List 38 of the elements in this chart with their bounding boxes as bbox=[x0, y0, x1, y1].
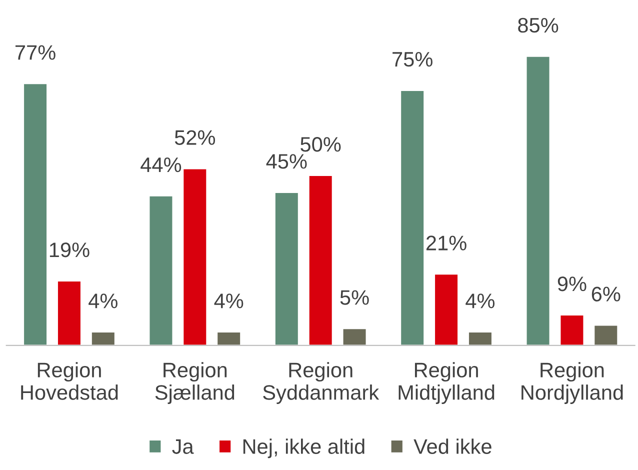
data-label: 6% bbox=[592, 286, 620, 302]
bar bbox=[468, 331, 493, 346]
x-tick-label: Region Midtjylland bbox=[398, 362, 494, 404]
data-label: 77% bbox=[16, 45, 56, 60]
legend-label: Ved ikke bbox=[414, 438, 492, 454]
x-tick-label: Region Sjælland bbox=[155, 362, 234, 404]
bar bbox=[148, 195, 174, 346]
bar bbox=[342, 328, 368, 346]
data-label: 44% bbox=[140, 158, 182, 172]
x-tick-label: Region Hovedstad bbox=[21, 362, 118, 400]
bar bbox=[182, 168, 208, 346]
bar bbox=[90, 331, 116, 346]
bar bbox=[400, 90, 425, 346]
x-tick-label: Region Nordjylland bbox=[522, 362, 623, 404]
data-label: 9% bbox=[558, 276, 586, 292]
data-label: 4% bbox=[88, 294, 118, 308]
data-label: 75% bbox=[392, 52, 432, 67]
data-label: 19% bbox=[50, 242, 90, 258]
data-label: 45% bbox=[266, 154, 307, 169]
bar bbox=[559, 314, 585, 346]
legend-label: Ja bbox=[172, 439, 194, 454]
data-label: 85% bbox=[518, 18, 558, 33]
legend-label: Nej, ikke altid bbox=[243, 438, 364, 458]
data-label: 21% bbox=[426, 236, 466, 250]
bar bbox=[434, 273, 459, 346]
bar bbox=[308, 174, 334, 346]
bar bbox=[274, 192, 300, 346]
bar bbox=[593, 324, 619, 346]
data-label: 52% bbox=[174, 130, 216, 145]
bar bbox=[216, 331, 242, 346]
data-label: 4% bbox=[466, 294, 495, 308]
data-label: 50% bbox=[300, 137, 341, 152]
data-label: 4% bbox=[214, 294, 244, 308]
data-label: 5% bbox=[340, 290, 369, 305]
bar bbox=[22, 82, 48, 346]
bar bbox=[56, 280, 82, 346]
x-tick-label: Region Syddanmark bbox=[263, 362, 380, 404]
bar bbox=[525, 56, 551, 346]
